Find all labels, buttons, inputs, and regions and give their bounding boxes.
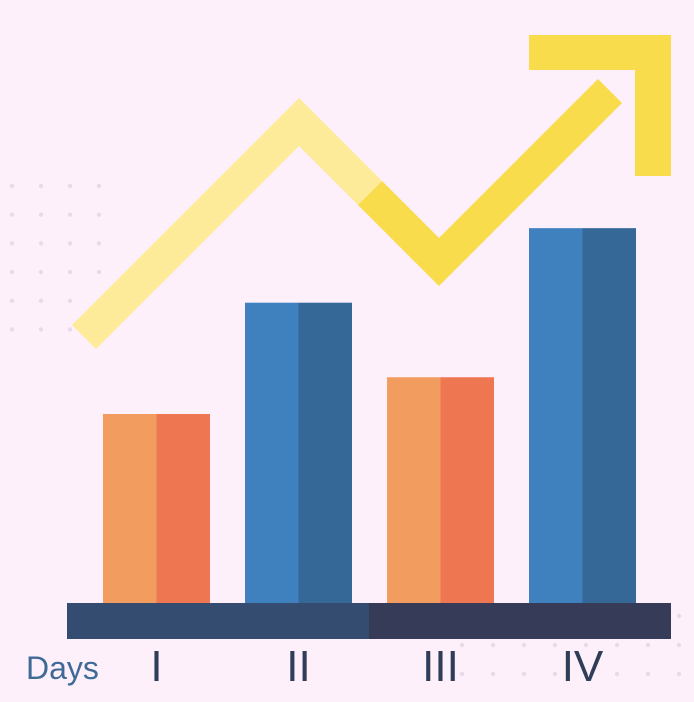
decorative-dot — [68, 270, 72, 274]
bar-I-light-half — [103, 414, 157, 603]
decorative-dot — [68, 184, 72, 188]
decorative-dot — [39, 299, 43, 303]
decorative-dot — [97, 213, 101, 217]
decorative-dot — [646, 672, 650, 676]
decorative-dot — [39, 270, 43, 274]
decorative-dot — [68, 241, 72, 245]
bar-II-dark-half — [299, 303, 353, 603]
decorative-dot — [97, 184, 101, 188]
x-axis-label: Days — [26, 650, 99, 686]
decorative-dot — [522, 672, 526, 676]
x-tick-label-I: I — [150, 642, 162, 691]
bars-group — [103, 228, 636, 603]
decorative-dot — [10, 213, 14, 217]
decorative-dot — [491, 672, 495, 676]
decorative-dot — [97, 241, 101, 245]
x-tick-label-IV: IV — [562, 642, 604, 691]
bar-II-light-half — [245, 303, 299, 603]
decorative-dot — [677, 672, 681, 676]
decorative-dot — [10, 299, 14, 303]
decorative-dot — [10, 327, 14, 331]
bar-III-light-half — [387, 377, 441, 603]
decorative-dot — [677, 614, 681, 618]
decorative-dot — [615, 672, 619, 676]
bar-IV-dark-half — [583, 228, 637, 603]
baseline-bar-right — [369, 603, 671, 639]
decorative-dot — [10, 241, 14, 245]
bar-IV — [529, 228, 636, 603]
decorative-dot — [460, 643, 464, 647]
decorative-dot — [68, 213, 72, 217]
decorative-dot — [39, 184, 43, 188]
decorative-dot — [677, 643, 681, 647]
decorative-dot — [39, 213, 43, 217]
decorative-dot — [491, 643, 495, 647]
decorative-dot — [615, 643, 619, 647]
decorative-dot — [10, 270, 14, 274]
decorative-dot — [39, 327, 43, 331]
x-tick-label-III: III — [422, 642, 459, 691]
bar-I-dark-half — [157, 414, 211, 603]
decorative-dot — [39, 241, 43, 245]
decorative-dot — [10, 184, 14, 188]
decorative-dot — [460, 672, 464, 676]
decorative-dot — [553, 672, 557, 676]
baseline-bar-left — [67, 603, 370, 639]
decorative-dot — [68, 327, 72, 331]
decorative-dot — [97, 270, 101, 274]
bar-II — [245, 303, 352, 603]
x-tick-labels: I II III IV — [150, 642, 604, 691]
bar-III — [387, 377, 494, 603]
bar-III-dark-half — [441, 377, 495, 603]
decorative-dot — [522, 643, 526, 647]
bar-IV-light-half — [529, 228, 583, 603]
x-tick-label-II: II — [286, 642, 310, 691]
decorative-dot — [646, 643, 650, 647]
bar-I — [103, 414, 210, 603]
decorative-dot — [553, 643, 557, 647]
decorative-dot — [68, 299, 72, 303]
